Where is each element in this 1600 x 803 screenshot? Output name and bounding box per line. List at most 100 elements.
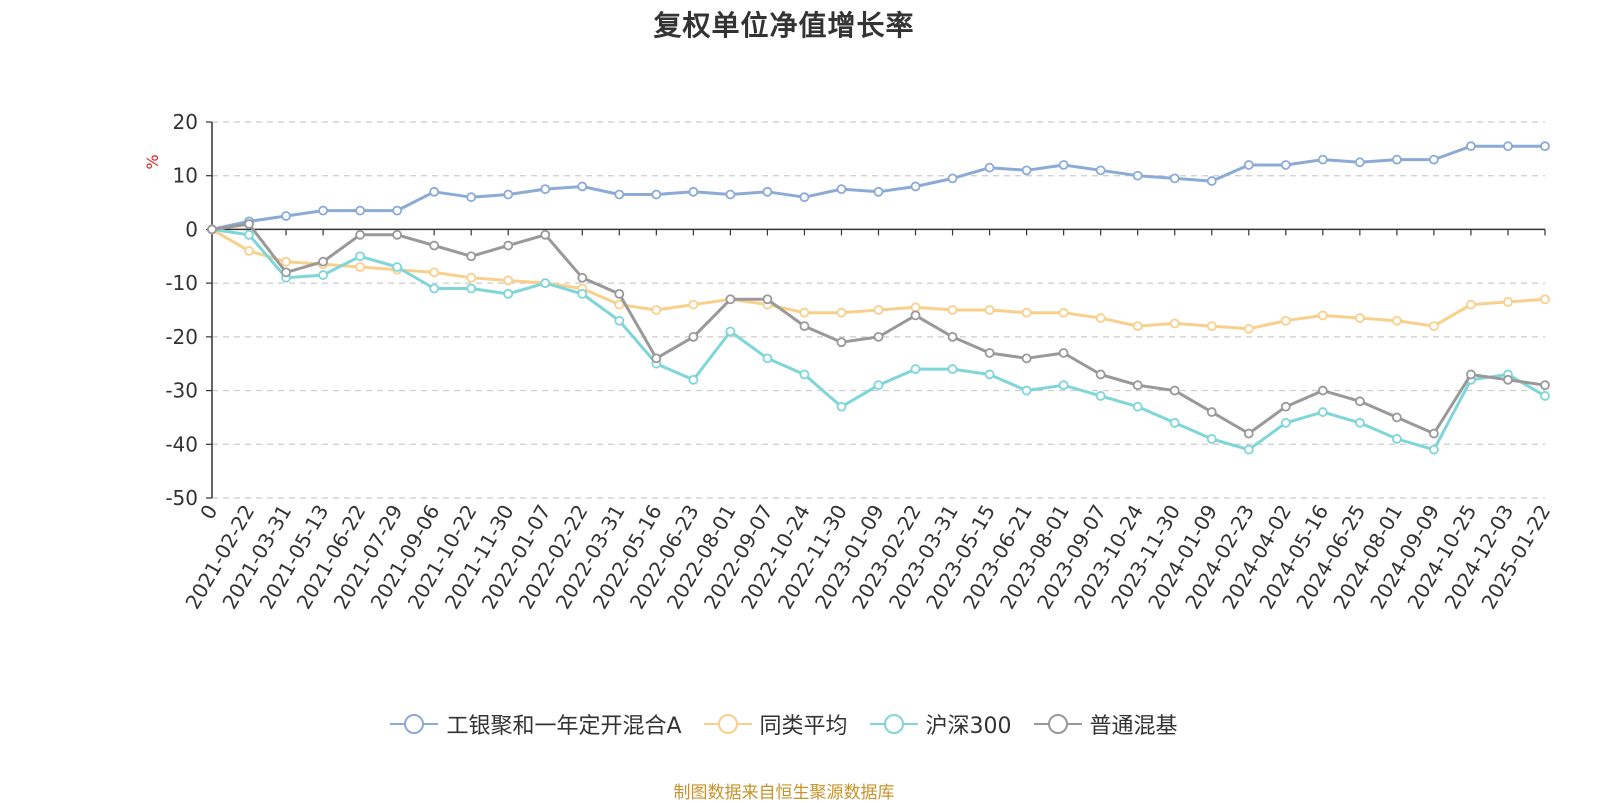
data-point	[762, 294, 773, 305]
data-point	[466, 251, 477, 262]
data-point	[836, 184, 847, 195]
legend-item[interactable]: 沪深300	[869, 708, 1012, 740]
data-point	[244, 219, 254, 229]
legend-label: 同类平均	[759, 714, 848, 739]
data-point	[688, 331, 699, 342]
data-point	[1317, 154, 1328, 165]
y-tick-label: -20	[165, 325, 198, 349]
data-point	[318, 270, 328, 280]
data-point	[392, 229, 403, 240]
data-point	[1206, 321, 1217, 332]
data-point	[799, 369, 810, 380]
data-point	[1132, 401, 1143, 412]
data-point	[1132, 321, 1143, 332]
y-tick-label: 0	[185, 217, 198, 241]
data-point	[1280, 160, 1291, 170]
data-point	[1169, 385, 1180, 396]
legend-label: 工银聚和一年定开混合A	[446, 714, 682, 739]
data-point	[540, 278, 551, 289]
data-point	[984, 369, 995, 380]
data-point	[1391, 154, 1402, 165]
data-point	[1391, 434, 1402, 444]
data-point	[503, 275, 514, 286]
data-point	[799, 307, 810, 318]
series-1	[207, 224, 1550, 334]
y-tick-label: -40	[165, 432, 198, 456]
data-point	[688, 299, 699, 310]
data-point	[614, 189, 625, 200]
data-point	[392, 262, 403, 272]
data-point	[429, 240, 440, 251]
data-point	[873, 331, 884, 342]
data-point	[910, 302, 921, 313]
data-point	[1354, 157, 1365, 168]
data-point	[651, 353, 662, 364]
data-point	[1021, 165, 1032, 176]
data-point	[318, 205, 328, 216]
data-point	[1540, 294, 1550, 305]
legend-item[interactable]: 工银聚和一年定开混合A	[390, 708, 682, 740]
data-point	[281, 267, 291, 278]
legend-swatch	[869, 714, 918, 734]
series-line	[211, 222, 1546, 435]
legend-item[interactable]: 同类平均	[703, 708, 848, 740]
data-point	[466, 272, 477, 283]
data-point	[1132, 170, 1143, 181]
data-point	[1280, 417, 1291, 428]
data-point	[688, 186, 699, 197]
chart-legend: 工银聚和一年定开混合A 同类平均 沪深300 普通混基	[0, 708, 1568, 740]
data-point	[984, 162, 995, 173]
data-point	[1429, 428, 1439, 439]
data-point	[281, 211, 291, 221]
y-tick-label: 20	[173, 110, 198, 134]
y-tick-label: 10	[173, 164, 198, 188]
data-point	[1540, 141, 1550, 152]
data-point	[910, 181, 921, 192]
data-point	[1021, 307, 1032, 318]
data-point	[910, 364, 921, 374]
data-point	[1280, 315, 1291, 326]
data-point	[1503, 374, 1513, 385]
data-point	[947, 173, 958, 184]
data-point	[984, 348, 995, 358]
data-point	[873, 380, 884, 391]
data-point	[1354, 417, 1365, 428]
data-point	[503, 189, 514, 200]
data-point	[1169, 173, 1180, 184]
data-point	[1243, 160, 1254, 170]
data-point	[1503, 141, 1513, 152]
data-point	[836, 401, 847, 412]
data-point	[207, 224, 217, 235]
data-point	[651, 305, 662, 315]
data-point	[1243, 323, 1254, 334]
data-point	[836, 337, 847, 348]
data-point	[984, 305, 995, 315]
legend-label: 沪深300	[925, 714, 1012, 739]
data-point	[355, 251, 366, 262]
data-point	[1540, 391, 1550, 401]
data-point	[577, 272, 588, 283]
data-point	[1317, 407, 1328, 417]
legend-item[interactable]: 普通混基	[1033, 708, 1178, 740]
data-source-note: 制图数据来自恒生聚源数据库	[673, 783, 895, 803]
data-point	[466, 283, 477, 294]
data-point	[244, 246, 254, 256]
data-point	[688, 374, 699, 385]
data-point	[1429, 154, 1439, 165]
data-point	[1021, 353, 1032, 364]
series-3	[207, 219, 1550, 439]
data-point	[429, 283, 440, 294]
data-point	[1243, 428, 1254, 439]
y-tick-label: -10	[165, 271, 198, 295]
data-point	[614, 299, 625, 310]
chart-title: 复权单位净值增长率	[653, 9, 915, 42]
data-point	[318, 256, 328, 267]
data-point	[355, 262, 366, 272]
data-point	[614, 288, 625, 299]
data-point	[1317, 310, 1328, 321]
data-point	[1021, 385, 1032, 396]
y-axis-label: %	[143, 154, 162, 169]
data-point	[1503, 297, 1513, 307]
legend-swatch	[703, 714, 752, 734]
